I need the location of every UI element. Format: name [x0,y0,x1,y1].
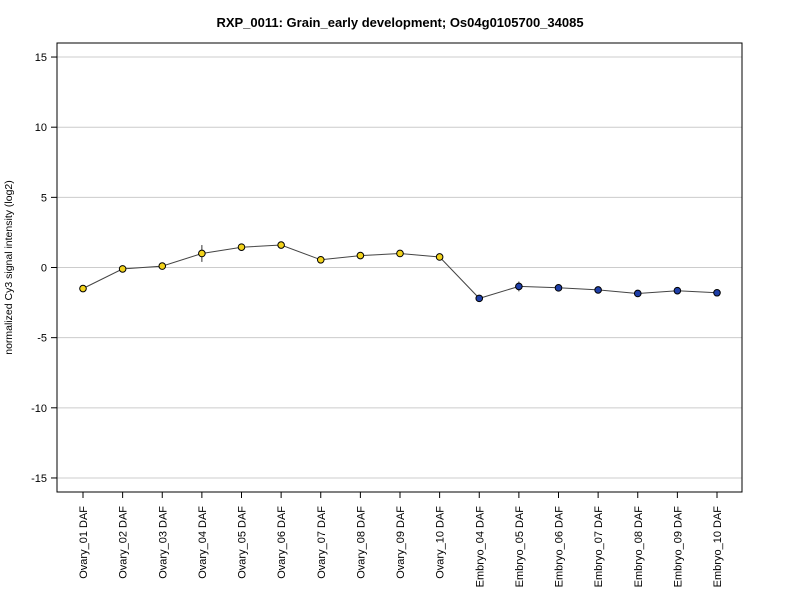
x-tick-label: Ovary_08 DAF [355,506,367,579]
x-tick-label: Embryo_09 DAF [672,506,684,588]
data-point [673,286,682,295]
data-point [435,253,444,261]
x-tick-label: Embryo_06 DAF [554,506,566,588]
y-axis: 15 10 5 0 -5 -10 -15 [31,52,57,485]
data-point [277,241,285,249]
y-tick-label: 0 [41,263,47,275]
y-axis-label: normalized Cy3 signal intensity (log2) [3,180,15,355]
x-tick-label: Ovary_01 DAF [78,506,90,579]
x-tick-label: Embryo_10 DAF [712,506,724,588]
data-point [713,288,721,297]
data-point [633,289,642,298]
y-tick-label: -15 [31,473,47,485]
y-tick-label: -10 [31,403,47,415]
x-tick-label: Embryo_08 DAF [633,506,645,588]
data-point [396,249,404,258]
data-point [515,282,523,291]
data-point [554,284,563,292]
x-tick-label: Embryo_05 DAF [514,506,526,588]
y-tick-label: 5 [41,192,47,204]
y-tick-label: -5 [37,333,47,345]
x-tick-label: Embryo_04 DAF [474,506,486,588]
data-series [79,241,721,303]
chart-title: RXP_0011: Grain_early development; Os04g… [216,15,583,30]
data-point [475,294,484,303]
data-point [237,243,246,251]
gridlines [57,56,742,479]
x-tick-label: Ovary_09 DAF [395,506,407,579]
x-tick-label: Ovary_05 DAF [237,506,249,579]
y-tick-label: 10 [35,122,47,134]
x-tick-label: Ovary_03 DAF [157,506,169,579]
x-tick-label: Ovary_10 DAF [435,506,447,579]
plot-frame [56,42,743,493]
data-point [594,286,602,294]
x-axis: Ovary_01 DAF Ovary_02 DAF Ovary_03 DAF Ovar… [78,492,724,587]
x-tick-label: Ovary_04 DAF [197,506,209,579]
x-tick-label: Ovary_07 DAF [316,506,328,579]
data-point [198,249,206,258]
x-tick-label: Ovary_06 DAF [276,506,288,579]
data-point [316,255,325,264]
y-tick-label: 15 [35,52,47,64]
data-point [79,284,87,293]
data-point [158,262,167,270]
x-tick-label: Embryo_07 DAF [593,506,605,588]
x-tick-label: Ovary_02 DAF [118,506,130,579]
data-point [356,251,365,260]
data-point [118,265,127,273]
